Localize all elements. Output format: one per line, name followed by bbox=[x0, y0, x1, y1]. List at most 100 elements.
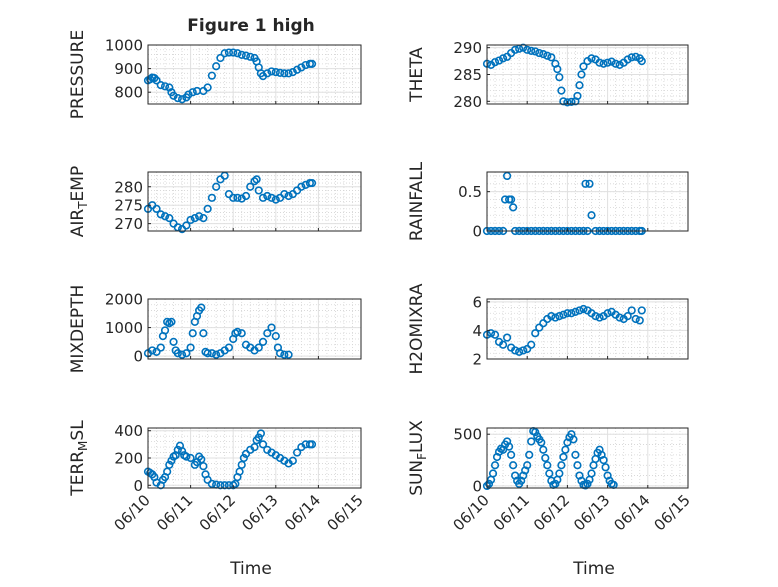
data-point bbox=[490, 330, 500, 339]
data-point bbox=[490, 461, 500, 470]
data-point bbox=[233, 193, 242, 202]
data-point bbox=[539, 319, 548, 328]
data-point bbox=[177, 350, 187, 359]
data-point bbox=[559, 97, 568, 106]
axes-frame bbox=[147, 171, 362, 232]
plot-area bbox=[148, 299, 361, 359]
data-point bbox=[173, 445, 182, 454]
data-point bbox=[241, 191, 251, 201]
data-point bbox=[152, 347, 161, 356]
data-point bbox=[167, 456, 176, 465]
axes-frame bbox=[147, 44, 362, 105]
data-point bbox=[182, 221, 191, 230]
data-point bbox=[525, 450, 534, 459]
data-point bbox=[535, 48, 544, 58]
data-point bbox=[579, 304, 588, 314]
data-point bbox=[293, 448, 302, 457]
data-point bbox=[173, 93, 182, 103]
data-point bbox=[551, 479, 560, 488]
data-point bbox=[503, 333, 512, 342]
data-point bbox=[203, 83, 212, 92]
y-axis-label-theta: THETA bbox=[407, 47, 427, 103]
data-point bbox=[267, 67, 276, 76]
data-point bbox=[567, 309, 576, 318]
data-point bbox=[207, 193, 216, 202]
subplot-theta: 280 285 290 THETA bbox=[407, 39, 689, 111]
data-point bbox=[275, 68, 285, 77]
y-tick-label: 2000 bbox=[105, 291, 143, 309]
data-point bbox=[557, 86, 566, 95]
data-point bbox=[156, 343, 165, 352]
data-point bbox=[559, 452, 568, 462]
data-point bbox=[246, 182, 255, 191]
data-point bbox=[567, 97, 576, 106]
data-point bbox=[148, 346, 157, 355]
data-point bbox=[511, 346, 520, 355]
y-tick-label: 285 bbox=[453, 66, 482, 84]
data-point bbox=[258, 193, 268, 202]
data-point bbox=[199, 329, 208, 338]
data-point bbox=[197, 303, 206, 312]
data-point bbox=[186, 453, 195, 463]
data-point bbox=[551, 313, 560, 322]
y-axis-label-pressure: PRESSURE bbox=[68, 30, 88, 119]
data-point bbox=[498, 54, 508, 63]
data-point bbox=[519, 346, 528, 355]
data-point bbox=[623, 312, 632, 321]
data-point bbox=[212, 182, 221, 191]
data-point bbox=[603, 58, 612, 67]
data-point bbox=[523, 45, 532, 54]
data-point bbox=[160, 82, 170, 91]
data-point bbox=[246, 52, 255, 61]
data-point bbox=[169, 337, 178, 346]
data-point bbox=[615, 313, 624, 322]
data-point bbox=[541, 453, 550, 463]
data-point bbox=[573, 91, 582, 101]
data-point bbox=[163, 467, 172, 476]
data-point bbox=[233, 49, 242, 58]
data-point bbox=[284, 69, 293, 78]
data-point bbox=[165, 460, 174, 469]
data-point bbox=[307, 59, 317, 68]
y-tick-label: 280 bbox=[453, 93, 482, 111]
data-point bbox=[547, 53, 556, 62]
data-point bbox=[237, 460, 246, 469]
data-point bbox=[569, 435, 578, 444]
data-point bbox=[254, 186, 263, 195]
data-point bbox=[561, 445, 570, 454]
data-point bbox=[237, 50, 246, 60]
data-point bbox=[615, 60, 624, 69]
data-point bbox=[188, 329, 197, 338]
y-tick-label: 400 bbox=[114, 422, 143, 440]
y-tick-label: 270 bbox=[114, 215, 143, 233]
data-point bbox=[203, 475, 212, 484]
data-point bbox=[297, 63, 306, 72]
x-axis-label-left: Time bbox=[229, 559, 272, 579]
data-point bbox=[545, 469, 554, 478]
y-tick-label: 0.5 bbox=[458, 183, 482, 201]
data-point bbox=[539, 50, 548, 59]
data-point bbox=[515, 347, 524, 356]
y-tick-label: 1000 bbox=[105, 37, 143, 55]
data-point bbox=[595, 313, 604, 322]
data-point bbox=[531, 428, 540, 437]
data-point bbox=[207, 71, 216, 80]
data-point bbox=[509, 461, 518, 470]
y-axis-label-rainfall: RAINFALL bbox=[407, 161, 427, 241]
data-point bbox=[523, 461, 532, 470]
data-point bbox=[288, 456, 297, 465]
y-tick-label: 800 bbox=[114, 84, 143, 102]
data-point bbox=[488, 469, 498, 478]
data-point bbox=[275, 349, 285, 358]
data-point bbox=[543, 51, 552, 60]
data-point bbox=[575, 306, 584, 315]
y-tick-label: 900 bbox=[114, 60, 143, 78]
data-point bbox=[484, 479, 494, 488]
data-point bbox=[583, 479, 592, 488]
data-point bbox=[555, 469, 564, 478]
y-tick-label: 200 bbox=[114, 450, 143, 468]
data-point bbox=[212, 350, 221, 359]
data-point bbox=[573, 461, 582, 470]
data-point bbox=[182, 452, 191, 461]
